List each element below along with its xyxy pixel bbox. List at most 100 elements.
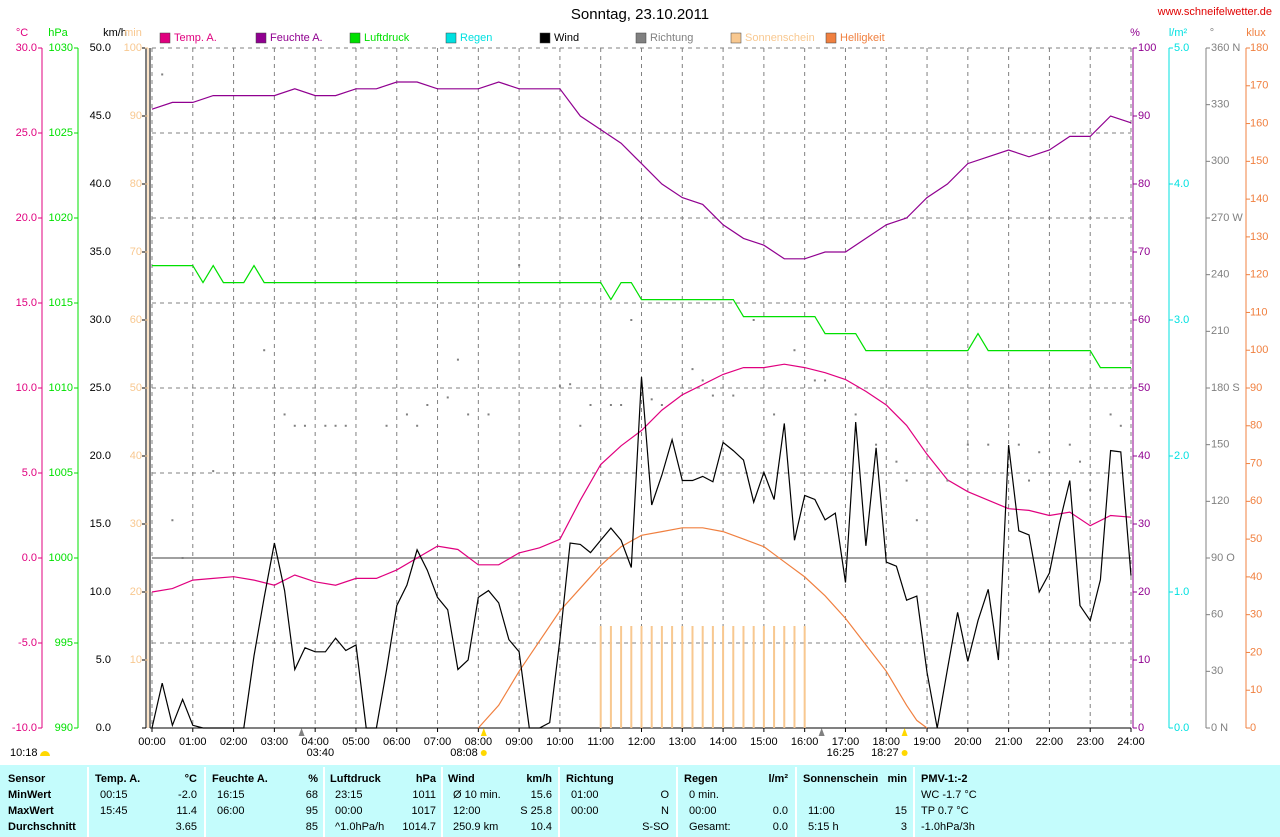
direction-dot <box>732 394 735 397</box>
chart-title: Sonntag, 23.10.2011 <box>571 6 709 23</box>
axis-unit: hPa <box>48 27 68 39</box>
direction-dot <box>161 73 164 76</box>
y-tick-label: 4.0 <box>1174 178 1189 190</box>
legend-label: Feuchte A. <box>270 32 323 44</box>
y-tick-label: 2.0 <box>1174 450 1189 462</box>
y-tick-label: 30 <box>1211 665 1223 677</box>
direction-dot <box>701 379 704 382</box>
direction-dot <box>1017 443 1020 446</box>
table-cell: 0.0 <box>773 805 788 817</box>
y-tick-label: 50.0 <box>90 42 111 54</box>
annotation-marker <box>901 728 908 736</box>
direction-dot <box>813 379 816 382</box>
axis-unit: ° <box>1210 27 1214 39</box>
direction-dot <box>1038 451 1041 454</box>
table-cell: N <box>661 805 669 817</box>
direction-dot <box>752 319 755 321</box>
table-cell: 1014.7 <box>402 821 436 833</box>
direction-dot <box>905 479 908 482</box>
table-unit: l/m² <box>768 773 788 785</box>
direction-dot <box>589 404 592 406</box>
y-tick-label: 30.0 <box>16 42 37 54</box>
table-cell: 12:00 <box>453 805 481 817</box>
table-cell: Ø 10 min. <box>453 789 501 801</box>
table-header: Regen <box>684 773 718 785</box>
direction-dot <box>283 413 286 416</box>
annotation-marker <box>298 728 305 736</box>
table-cell: 00:00 <box>335 805 363 817</box>
y-tick-label: 70 <box>130 246 142 258</box>
direction-dot <box>620 404 623 406</box>
series-line <box>151 377 1132 729</box>
y-tick-label: 240 <box>1211 269 1229 281</box>
y-tick-label: 180 S <box>1211 382 1240 394</box>
table-header: Sensor <box>8 773 46 785</box>
y-tick-label: 1025 <box>49 127 73 139</box>
x-tick-label: 24:00 <box>1117 736 1145 748</box>
table-header: Feuchte A. <box>212 773 268 785</box>
y-tick-label: 50 <box>1138 382 1150 394</box>
legend-swatch <box>445 32 457 44</box>
legend-label: Luftdruck <box>364 32 410 44</box>
direction-dot <box>660 404 663 406</box>
corner-time: 10:18 <box>10 747 38 759</box>
table-cell: ^1.0hPa/h <box>335 821 384 833</box>
y-tick-label: 25.0 <box>16 127 37 139</box>
y-tick-label: 30 <box>130 518 142 530</box>
table-cell: 01:00 <box>571 789 599 801</box>
y-tick-label: 360 N <box>1211 42 1240 54</box>
table-cell: 3 <box>901 821 907 833</box>
y-tick-label: 1000 <box>49 552 73 564</box>
legend-label: Wind <box>554 32 579 44</box>
x-tick-label: 01:00 <box>179 736 207 748</box>
table-cell: S-SO <box>642 821 669 833</box>
y-tick-label: 60 <box>130 314 142 326</box>
y-tick-label: 40 <box>130 450 142 462</box>
y-tick-label: 210 <box>1211 325 1229 337</box>
direction-dot <box>263 349 266 352</box>
table-cell: -2.0 <box>178 789 197 801</box>
y-tick-label: 100 <box>1250 344 1268 356</box>
legend-swatch <box>730 32 742 44</box>
annotation-label: 16:25 <box>827 747 855 759</box>
y-tick-label: 160 <box>1250 117 1268 129</box>
axis-unit: °C <box>16 27 28 39</box>
y-tick-label: 0 N <box>1211 722 1228 734</box>
y-tick-label: -10.0 <box>12 722 37 734</box>
y-tick-label: 120 <box>1250 269 1268 281</box>
legend-label: Regen <box>460 32 492 44</box>
table-header: Sonnenschein <box>803 773 878 785</box>
x-tick-label: 10:00 <box>546 736 574 748</box>
direction-dot <box>895 460 898 463</box>
x-tick-label: 14:00 <box>709 736 737 748</box>
direction-dot <box>966 443 969 446</box>
direction-dot <box>1089 489 1092 491</box>
annotation-marker <box>818 728 825 736</box>
table-cell: 00:00 <box>571 805 599 817</box>
y-tick-label: 10 <box>1250 684 1262 696</box>
direction-dot <box>303 424 306 427</box>
table-cell: -1.0hPa/3h <box>921 821 975 833</box>
direction-dot <box>334 424 337 427</box>
direction-dot <box>212 470 215 473</box>
y-tick-label: 20.0 <box>90 450 111 462</box>
direction-dot <box>487 413 490 416</box>
axis-unit: l/m² <box>1169 27 1188 39</box>
x-tick-label: 09:00 <box>505 736 533 748</box>
table-cell: 15.6 <box>531 789 552 801</box>
direction-dot <box>854 413 857 416</box>
direction-dot <box>558 385 561 388</box>
y-tick-label: 120 <box>1211 495 1229 507</box>
y-tick-label: 180 <box>1250 42 1268 54</box>
direction-dot <box>518 264 521 267</box>
y-tick-label: 100 <box>124 42 142 54</box>
y-tick-label: 90 <box>1250 382 1262 394</box>
series-line <box>477 527 928 729</box>
x-tick-label: 22:00 <box>1036 736 1064 748</box>
legend-label: Richtung <box>650 32 693 44</box>
y-tick-label: 330 <box>1211 99 1229 111</box>
legend-label: Helligkeit <box>840 32 885 44</box>
y-tick-label: 990 <box>55 722 73 734</box>
y-tick-label: 0.0 <box>1174 722 1189 734</box>
